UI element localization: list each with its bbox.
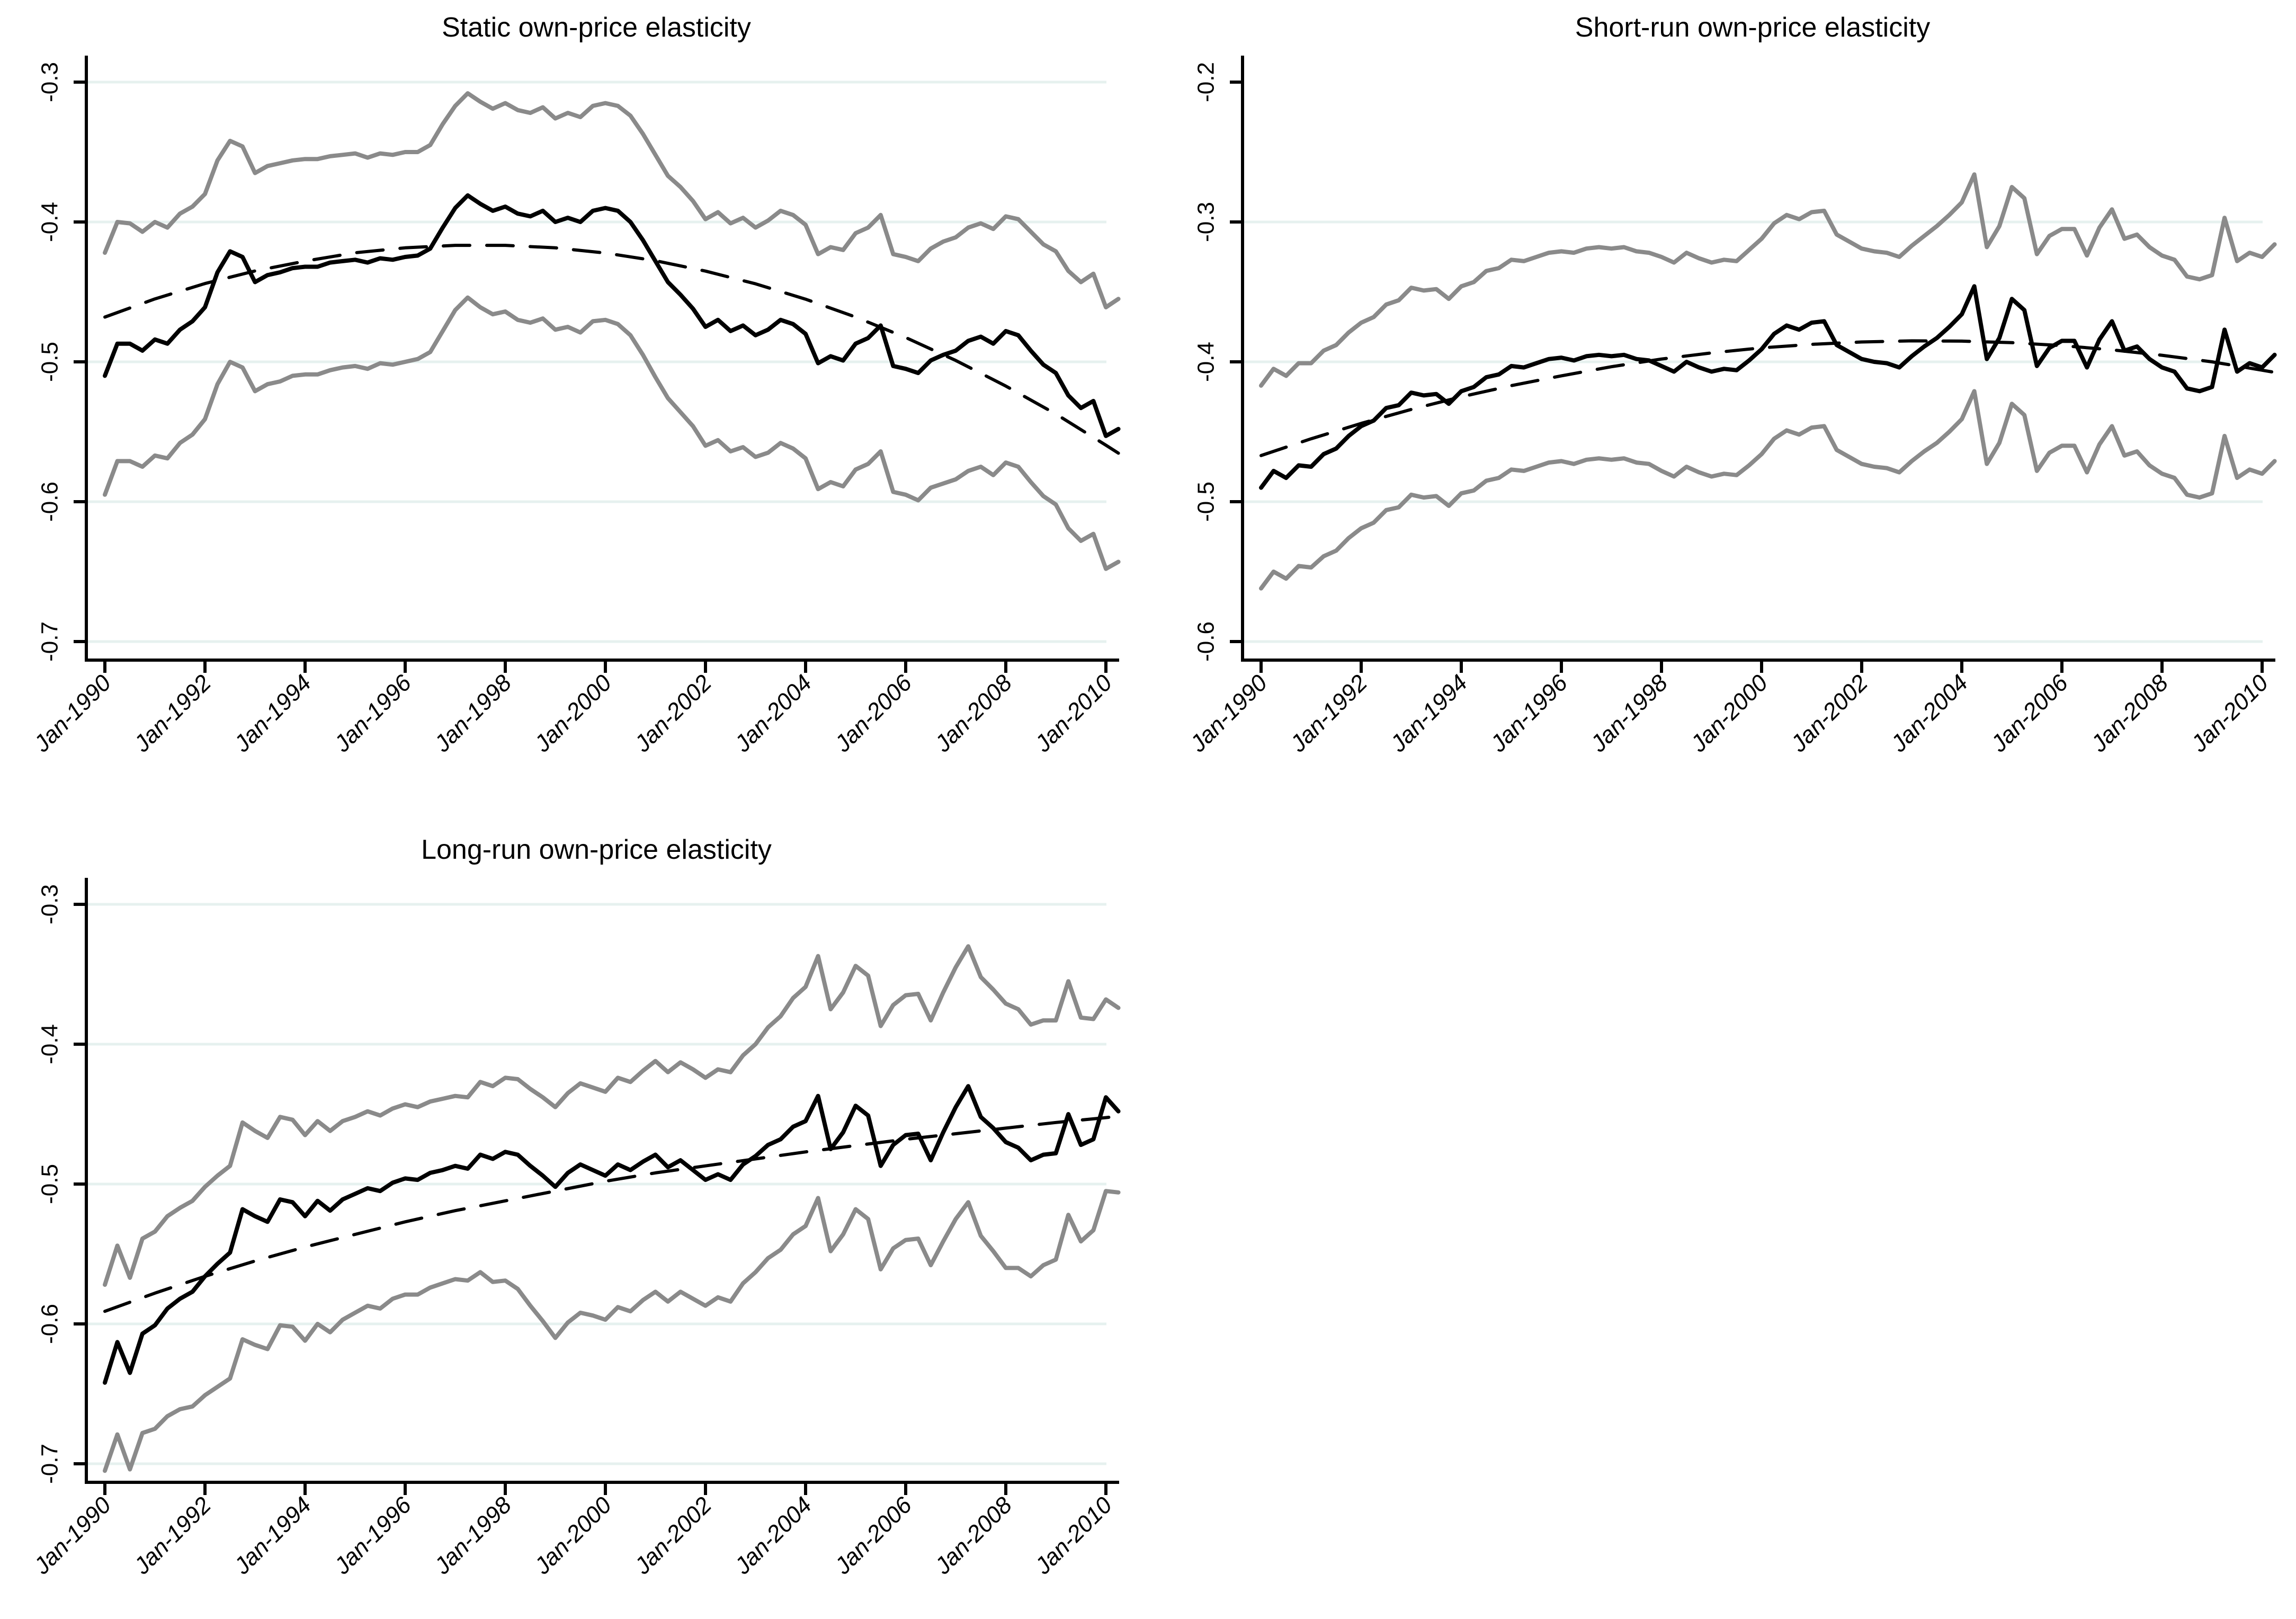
x-tick-label: Jan-1998 (429, 1492, 516, 1579)
y-tick-label: -0.5 (1193, 482, 1219, 522)
x-tick-label: Jan-2004 (1886, 670, 1973, 757)
y-tick-label: -0.3 (1193, 202, 1219, 242)
x-tick-label: Jan-2000 (529, 1492, 617, 1579)
x-tick-label: Jan-2000 (1685, 670, 1773, 757)
y-tick-label: -0.4 (37, 202, 63, 242)
x-tick-label: Jan-2002 (629, 1492, 717, 1579)
x-tick-label: Jan-2004 (729, 670, 817, 757)
x-tick-label: Jan-1996 (1485, 670, 1573, 757)
chart-long-run-own-price-elasticity: Long-run own-price elasticity -0.3 -0.4 -0… (0, 822, 1144, 1619)
x-tick-label: Jan-2008 (930, 1492, 1017, 1579)
x-tick-label: Jan-1994 (1385, 670, 1472, 757)
x-tick-label: Jan-2006 (829, 1492, 917, 1579)
x-tick-label: Jan-1990 (29, 670, 116, 757)
x-tick-label: Jan-2000 (529, 670, 617, 757)
series-lower-95-ci (103, 295, 1121, 571)
x-tick-label: Jan-1996 (329, 1492, 416, 1579)
x-tick-label: Jan-1996 (329, 670, 416, 757)
x-tick-label: Jan-2002 (629, 670, 717, 757)
series-point-estimate (1259, 284, 2277, 490)
chart-static-own-price-elasticity: Static own-price elasticity -0.3 -0.4 -0.5… (0, 0, 1144, 811)
x-tick-label: Jan-1990 (29, 1492, 116, 1579)
x-tick-label: Jan-1992 (129, 670, 216, 757)
x-tick-label: Jan-1994 (229, 670, 316, 757)
chart-short-run-own-price-elasticity: Short-run own-price elasticity -0.2 -0.3 -… (1156, 0, 2296, 811)
x-tick-label: Jan-2002 (1785, 670, 1873, 757)
x-tick-label: Jan-1998 (429, 670, 516, 757)
y-tick-label: -0.7 (37, 1444, 63, 1484)
chart-title: Long-run own-price elasticity (421, 834, 772, 865)
x-tick-label: Jan-1994 (229, 1492, 316, 1579)
series-log-trend (103, 1115, 1120, 1313)
series-upper-95-ci (103, 944, 1121, 1287)
x-tick-label: Jan-1998 (1585, 670, 1673, 757)
y-tick-label: -0.6 (37, 1304, 63, 1344)
x-tick-label: Jan-2006 (1986, 670, 2073, 757)
series-point-estimate (103, 193, 1121, 438)
series-quadratic-trend (103, 244, 1120, 455)
series-lower-95-ci (1259, 389, 2277, 591)
x-tick-label: Jan-2010 (2186, 670, 2273, 757)
series-upper-95-ci (103, 91, 1121, 309)
y-tick-label: -0.2 (1193, 62, 1219, 102)
series-lower-95-ci (103, 1189, 1121, 1473)
x-tick-label: Jan-2004 (729, 1492, 817, 1579)
x-tick-label: Jan-1992 (129, 1492, 216, 1579)
chart-title: Static own-price elasticity (442, 12, 751, 43)
series-upper-95-ci (1259, 172, 2277, 388)
series-quadratic-trend (1259, 339, 2276, 457)
x-tick-label: Jan-2008 (2086, 670, 2173, 757)
y-tick-label: -0.3 (37, 884, 63, 924)
y-tick-label: -0.4 (37, 1024, 63, 1064)
series-point-estimate (103, 1084, 1121, 1385)
chart-title: Short-run own-price elasticity (1575, 12, 1931, 43)
y-tick-label: -0.3 (37, 62, 63, 102)
y-tick-label: -0.5 (37, 1164, 63, 1204)
x-tick-label: Jan-2008 (930, 670, 1017, 757)
x-tick-label: Jan-1990 (1185, 670, 1272, 757)
y-tick-label: -0.5 (37, 342, 63, 382)
x-tick-label: Jan-1992 (1285, 670, 1372, 757)
x-tick-label: Jan-2006 (829, 670, 917, 757)
x-tick-label: Jan-2010 (1030, 1492, 1117, 1579)
y-tick-label: -0.4 (1193, 342, 1219, 382)
y-tick-label: -0.6 (1193, 621, 1219, 662)
y-tick-label: -0.6 (37, 482, 63, 522)
x-tick-label: Jan-2010 (1030, 670, 1117, 757)
y-tick-label: -0.7 (37, 621, 63, 662)
